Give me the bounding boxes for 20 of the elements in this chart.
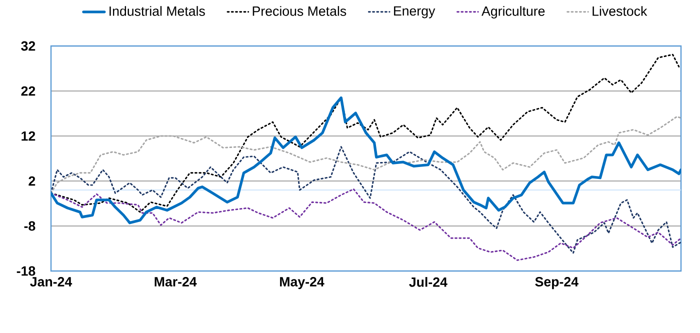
y-tick-label: -8 bbox=[24, 221, 36, 231]
y-tick-label: 22 bbox=[21, 86, 36, 96]
x-tick-label: Sep-24 bbox=[535, 277, 578, 290]
line-series bbox=[51, 54, 680, 213]
y-tick-label: -18 bbox=[16, 266, 36, 276]
legend-label: Precious Metals bbox=[252, 6, 346, 16]
line-series bbox=[51, 188, 682, 261]
legend-label: Industrial Metals bbox=[110, 6, 205, 16]
x-tick-label: Jul-24 bbox=[409, 277, 448, 287]
legend-label: Agriculture bbox=[482, 6, 545, 18]
line-series bbox=[51, 96, 682, 224]
legend-label: Energy bbox=[394, 6, 436, 18]
legend-label: Livestock bbox=[592, 6, 648, 16]
x-tick-label: Mar-24 bbox=[154, 277, 197, 286]
x-tick-label: Jan-24 bbox=[30, 277, 72, 286]
y-tick-label: 2 bbox=[28, 176, 36, 186]
line-series bbox=[51, 146, 682, 254]
y-tick-label: 12 bbox=[22, 131, 36, 141]
x-tick-label: May-24 bbox=[280, 277, 324, 290]
y-tick-label: 32 bbox=[21, 41, 36, 51]
